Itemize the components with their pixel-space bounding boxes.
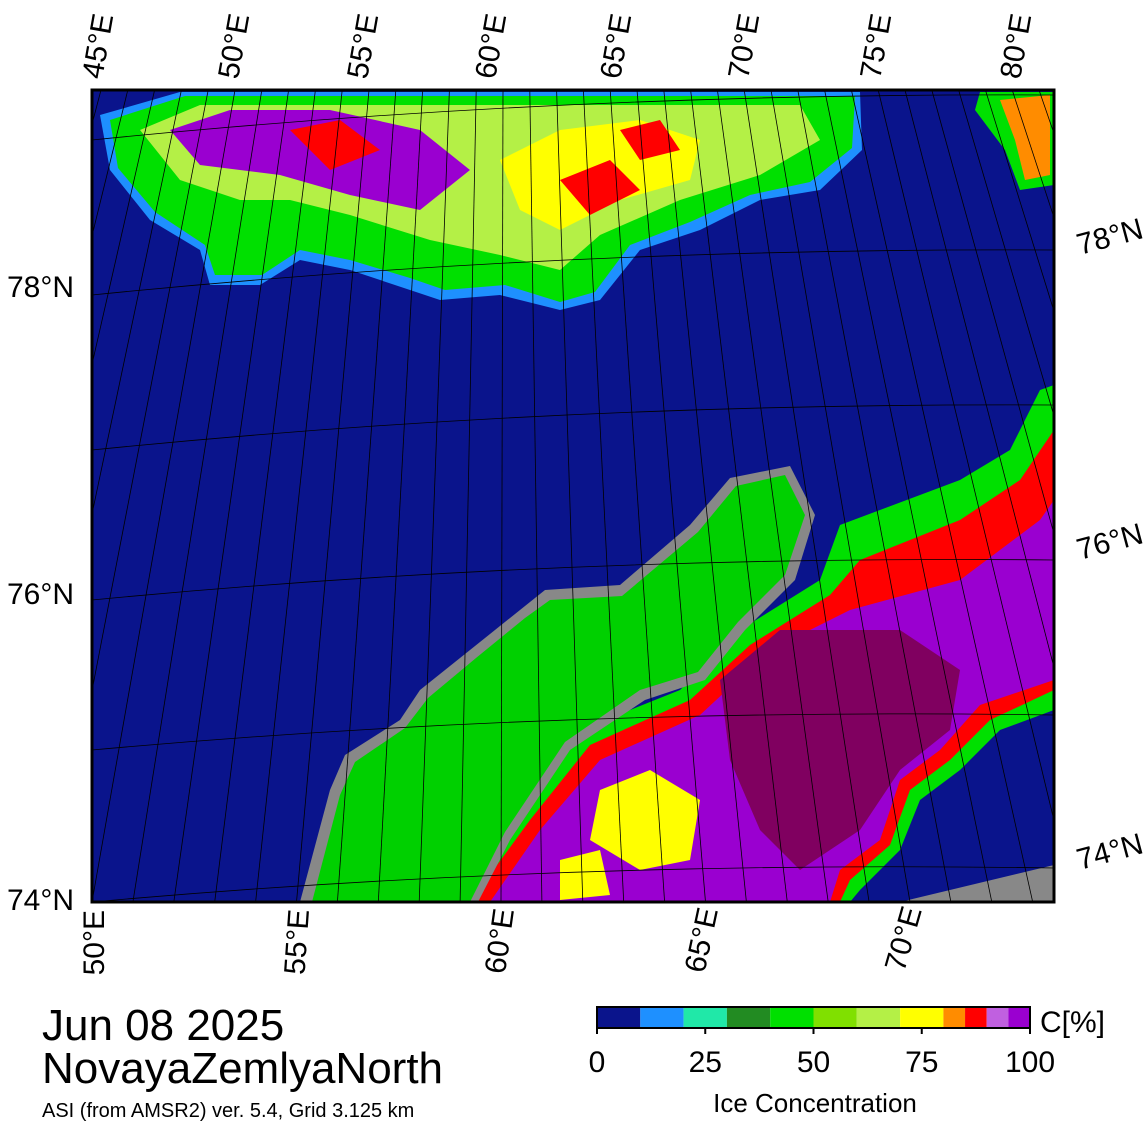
- meridian: [663, 90, 747, 902]
- date: Jun 08 2025: [42, 1001, 284, 1050]
- ice-se-patches: [560, 770, 700, 900]
- meridian: [214, 90, 316, 902]
- colorbar-tick-label: 100: [1005, 1046, 1055, 1079]
- meridian: [92, 90, 209, 693]
- map-area: [0, 90, 1147, 902]
- meridian: [824, 90, 993, 902]
- meridian: [92, 90, 236, 902]
- top-lon-label: 70°E: [722, 11, 766, 81]
- bottom-lon-label: 65°E: [679, 905, 725, 976]
- colorbar-segment: [640, 1007, 684, 1028]
- parallel: [92, 866, 1054, 902]
- meridian: [132, 90, 263, 902]
- meridian: [1119, 90, 1147, 902]
- meridian: [556, 90, 584, 902]
- bottom-lon-label: 60°E: [479, 906, 521, 975]
- meridian: [985, 90, 1054, 313]
- ice-se-core: [720, 630, 960, 870]
- left-lat-label: 74°N: [7, 884, 74, 917]
- meridian: [337, 90, 397, 902]
- left-lat-label: 76°N: [7, 578, 74, 611]
- top-lon-label: 45°E: [76, 11, 120, 81]
- top-lon-label: 75°E: [854, 11, 898, 81]
- meridian: [296, 90, 370, 902]
- meridian: [609, 90, 665, 902]
- parallel: [92, 713, 1054, 751]
- meridian: [797, 90, 952, 902]
- colorbar-tick-label: 25: [689, 1046, 722, 1079]
- meridian: [877, 90, 1054, 823]
- colorbar-tick-label: 75: [905, 1046, 938, 1079]
- meridian: [851, 90, 1034, 902]
- meridian: [636, 90, 706, 902]
- colorbar-segment: [943, 1007, 966, 1028]
- meridian: [583, 90, 625, 902]
- meridian: [92, 90, 155, 367]
- bottom-lon-label: 70°E: [879, 903, 929, 975]
- right-lat-label: 74°N: [1073, 828, 1146, 877]
- source: ASI (from AMSR2) ver. 5.4, Grid 3.125 km: [42, 1100, 414, 1122]
- bottom-lon-label: 55°E: [279, 908, 316, 976]
- top-lon-label: 50°E: [212, 11, 256, 81]
- top-lon-label: 80°E: [994, 11, 1038, 81]
- meridian: [529, 90, 543, 902]
- meridian: [255, 90, 343, 902]
- meridian: [459, 90, 477, 902]
- colorbar-unit: C[%]: [1040, 1006, 1105, 1039]
- colorbar-segment: [986, 1007, 1009, 1028]
- top-lon-label: 60°E: [469, 11, 513, 81]
- meridian: [717, 90, 829, 902]
- top-lon-label: 55°E: [341, 11, 385, 81]
- meridian: [500, 90, 504, 902]
- colorbar-tick-label: 0: [589, 1046, 606, 1079]
- colorbar-label: Ice Concentration: [713, 1088, 917, 1118]
- meridian: [904, 90, 1054, 670]
- colorbar-segment: [597, 1007, 641, 1028]
- right-lat-label: 78°N: [1073, 213, 1146, 262]
- parallel: [92, 404, 1054, 451]
- meridian: [377, 90, 423, 902]
- region: NovayaZemlyaNorth: [42, 1044, 443, 1093]
- meridian: [958, 90, 1054, 418]
- ice-patches: [290, 120, 680, 215]
- parallel: [92, 249, 1054, 296]
- meridian: [92, 90, 129, 238]
- meridian: [173, 90, 289, 902]
- meridian: [1093, 90, 1147, 902]
- meridian: [690, 90, 788, 902]
- meridian: [1066, 90, 1147, 902]
- colorbar-segment: [683, 1007, 727, 1028]
- bottom-lon-label: 50°E: [78, 910, 111, 975]
- land-se: [900, 865, 1054, 902]
- right-lat-label: 76°N: [1073, 518, 1146, 567]
- parallel: [92, 559, 1054, 601]
- colorbar-segment: [856, 1007, 901, 1028]
- map-frame: [90, 88, 1056, 904]
- colorbar-segment: [1008, 1007, 1030, 1028]
- parallel: [92, 94, 1054, 141]
- meridian: [418, 90, 450, 902]
- land: [312, 475, 805, 902]
- meridian: [92, 90, 182, 516]
- meridian: [931, 90, 1054, 536]
- graticule: [0, 90, 1147, 902]
- ice-ne-core: [1000, 95, 1050, 180]
- colorbar-segment: [813, 1007, 857, 1028]
- meridian: [770, 90, 911, 902]
- colorbar-segment: [726, 1007, 771, 1028]
- meridian: [0, 90, 74, 902]
- meridian: [743, 90, 870, 902]
- colorbar-tick-label: 50: [797, 1046, 830, 1079]
- left-lat-label: 78°N: [7, 271, 74, 304]
- colorbar-segment: [770, 1007, 814, 1028]
- colorbar-segment: [965, 1007, 987, 1028]
- top-lon-label: 65°E: [594, 11, 638, 81]
- meridian: [92, 90, 102, 126]
- colorbar-segment: [900, 1007, 944, 1028]
